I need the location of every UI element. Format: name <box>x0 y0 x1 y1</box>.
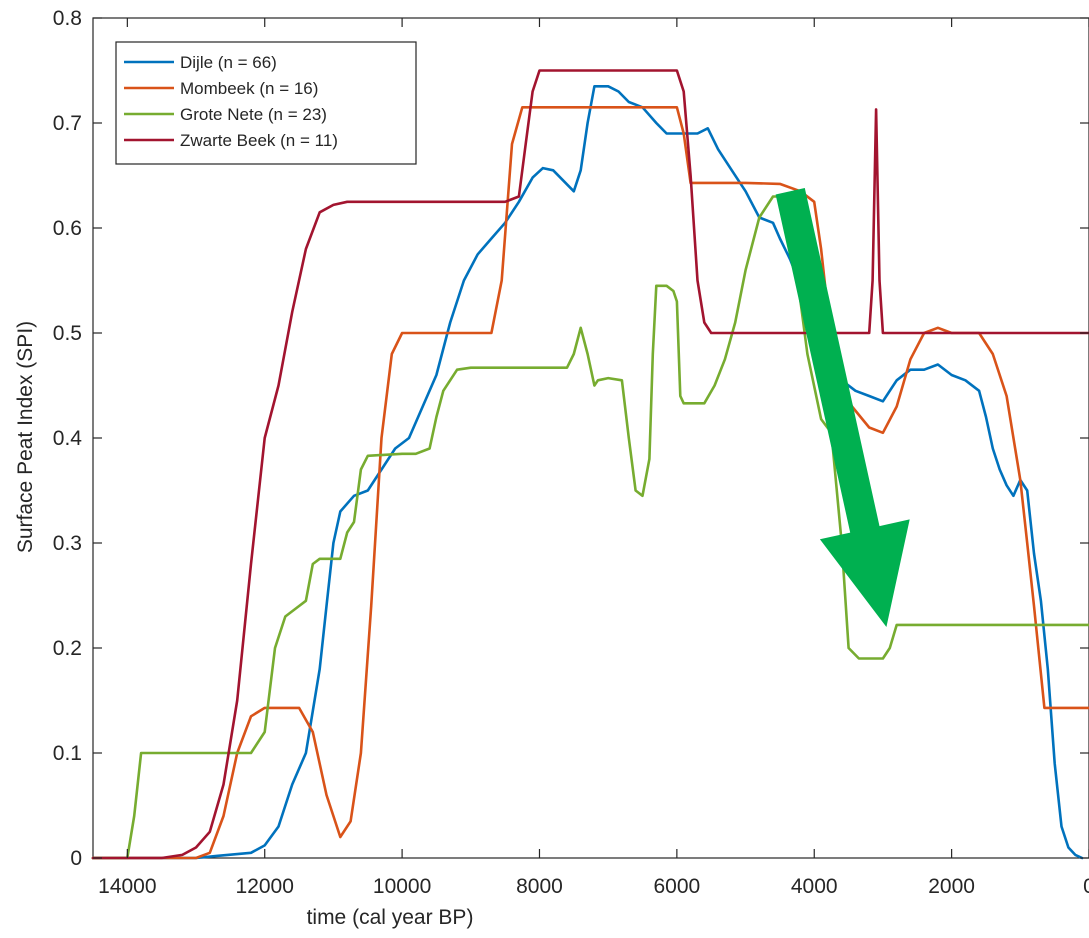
y-tick-label: 0.4 <box>53 427 83 450</box>
y-tick-label: 0.3 <box>53 532 82 555</box>
y-tick-label: 0.2 <box>53 637 82 660</box>
series-line-4 <box>91 69 1089 860</box>
y-tick-label: 0 <box>70 847 82 870</box>
x-tick-label: 14000 <box>98 875 156 898</box>
x-tick-label: 12000 <box>236 875 294 898</box>
legend-label-4: Zwarte Beek (n = 11) <box>180 131 338 150</box>
y-tick-label: 0.6 <box>53 217 82 240</box>
ticks-layer: 14000 12000 10000 8000 6000 4000 2000 0 0 0.1 0.2 0… <box>53 7 1089 898</box>
legend-label-1: Dijle (n = 66) <box>180 53 277 72</box>
x-tick-label: 0 <box>1083 875 1089 898</box>
legend-label-2: Mombeek (n = 16) <box>180 79 318 98</box>
x-axis-label: time (cal year BP) <box>307 906 474 929</box>
legend: Dijle (n = 66) Mombeek (n = 16) Grote Nete… <box>115 41 417 165</box>
series-line-1 <box>91 85 1084 860</box>
y-tick-label: 0.5 <box>53 322 82 345</box>
x-tick-label: 10000 <box>373 875 431 898</box>
annotation-layer <box>775 188 910 627</box>
y-axis-label: Surface Peat Index (SPI) <box>14 321 37 553</box>
y-tick-label: 0.8 <box>53 7 82 30</box>
x-tick-label: 8000 <box>516 875 563 898</box>
annotation-arrow <box>775 188 910 627</box>
x-tick-label: 4000 <box>791 875 838 898</box>
x-tick-label: 6000 <box>654 875 701 898</box>
y-tick-label: 0.7 <box>53 112 82 135</box>
legend-label-3: Grote Nete (n = 23) <box>180 105 327 124</box>
series-layer <box>91 69 1089 860</box>
x-tick-label: 2000 <box>928 875 975 898</box>
y-tick-label: 0.1 <box>53 742 82 765</box>
